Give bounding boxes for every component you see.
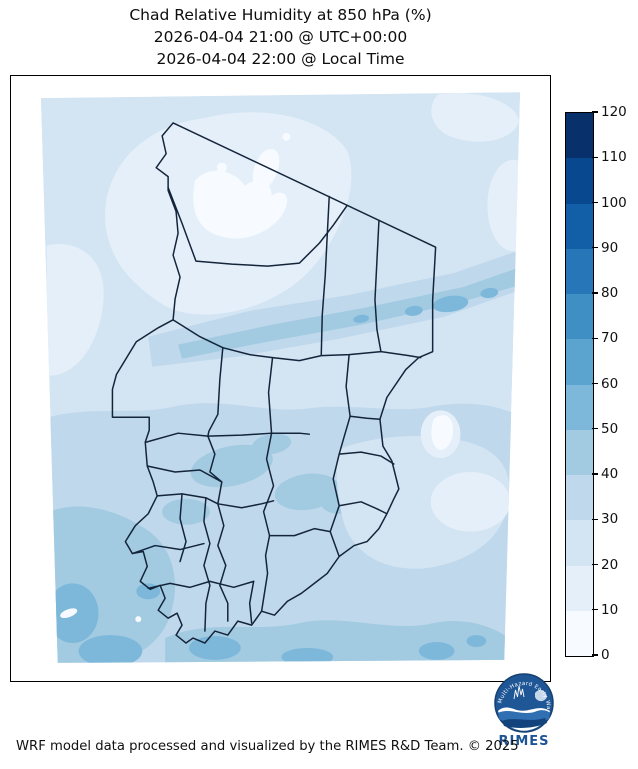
admin-boundaries bbox=[111, 122, 437, 644]
region-border bbox=[167, 186, 348, 267]
colorbar-cell bbox=[566, 293, 593, 340]
chad-outer-border bbox=[111, 122, 437, 644]
colorbar-tick-label: 100 bbox=[601, 194, 627, 211]
colorbar-tick-label: 90 bbox=[601, 239, 619, 256]
region-border bbox=[268, 527, 331, 537]
colorbar-cell bbox=[566, 429, 593, 475]
region-border bbox=[179, 493, 187, 563]
colorbar-cell bbox=[566, 248, 593, 294]
rimes-logo-wordmark: RIMES bbox=[498, 734, 549, 749]
rimes-logo: Multi-Hazard Early Warning RIMES bbox=[493, 672, 554, 749]
region-border bbox=[349, 415, 381, 421]
rimes-logo-wave-dark bbox=[502, 718, 547, 728]
contour-20-30-southeast bbox=[336, 435, 510, 569]
contour-40-50-band bbox=[178, 267, 521, 359]
region-border bbox=[203, 497, 211, 632]
region-border bbox=[156, 493, 219, 505]
contour-40-50-central bbox=[251, 433, 292, 455]
region-border bbox=[217, 503, 229, 622]
contour-0-10-tibesti-arm bbox=[252, 148, 280, 190]
region-border bbox=[207, 346, 224, 437]
colorbar-tick-label: 70 bbox=[601, 330, 619, 347]
map-axes-frame: Multi-Hazard Early Warning RIMES bbox=[10, 75, 554, 749]
region-border bbox=[145, 432, 311, 443]
region-border bbox=[172, 319, 422, 362]
colorbar-tick bbox=[592, 473, 598, 475]
colorbar-tick bbox=[592, 563, 598, 566]
colorbar-cell bbox=[566, 565, 593, 611]
region-border bbox=[338, 501, 388, 515]
contour-0-10-dot bbox=[135, 616, 142, 623]
colorbar-tick bbox=[592, 518, 598, 520]
rimes-logo-seismogram bbox=[513, 685, 525, 700]
title-block: Chad Relative Humidity at 850 hPa (%) 20… bbox=[10, 4, 551, 70]
region-border bbox=[147, 580, 211, 590]
contour-50-60-south bbox=[418, 642, 455, 660]
region-border bbox=[146, 465, 223, 483]
region-border bbox=[320, 195, 330, 356]
colorbar-tick-label: 60 bbox=[601, 375, 619, 392]
colorbar-tick-label: 80 bbox=[601, 285, 619, 301]
colorbar-tick bbox=[592, 292, 598, 294]
colorbar-tick bbox=[592, 247, 598, 249]
colorbar-tick-label: 20 bbox=[601, 556, 619, 573]
colorbar-tick-label: 50 bbox=[601, 420, 619, 437]
colorbar bbox=[565, 112, 594, 657]
contour-10-20-west bbox=[46, 243, 104, 376]
region-border bbox=[131, 542, 205, 555]
colorbar-cell bbox=[566, 112, 593, 159]
colorbar-tick bbox=[592, 337, 598, 339]
region-border bbox=[267, 356, 274, 434]
contour-0-10-dot bbox=[216, 162, 227, 173]
contour-50-60-spot bbox=[404, 305, 423, 316]
region-border bbox=[248, 580, 255, 624]
lake-spot bbox=[431, 415, 454, 451]
region-border bbox=[207, 435, 223, 505]
region-border bbox=[260, 432, 275, 612]
title-line-2: 2026-04-04 21:00 @ UTC+00:00 bbox=[153, 28, 408, 46]
contour-50-60-south bbox=[281, 647, 334, 663]
contour-50-60-spot bbox=[480, 287, 499, 299]
footer-credit: WRF model data processed and visualized … bbox=[16, 739, 519, 754]
region-border bbox=[209, 580, 255, 589]
colorbar-tick bbox=[592, 111, 598, 113]
region-border bbox=[338, 451, 395, 465]
colorbar-tick-label: 110 bbox=[601, 149, 627, 166]
contour-50-60-spot bbox=[432, 295, 469, 313]
title-line-3: 2026-04-04 22:00 @ Local Time bbox=[156, 50, 405, 68]
region-border bbox=[374, 219, 382, 353]
colorbar-cell bbox=[566, 338, 593, 385]
colorbar-cell bbox=[566, 474, 593, 521]
contour-40-50-central bbox=[162, 498, 210, 525]
colorbar-cell bbox=[566, 384, 593, 430]
colorbar-tick bbox=[592, 654, 598, 656]
contour-10-20-ne bbox=[431, 92, 520, 142]
contour-10-20-southeast bbox=[430, 471, 511, 532]
colorbar-cell bbox=[566, 157, 593, 204]
contour-0-10-dot bbox=[282, 132, 291, 141]
contour-0-10-dot bbox=[60, 608, 78, 619]
colorbar-cell bbox=[566, 203, 593, 249]
colorbar-tick-label: 40 bbox=[601, 466, 619, 482]
colorbar-tick bbox=[592, 428, 598, 430]
colorbar-tick bbox=[592, 156, 598, 158]
colorbar-tick bbox=[592, 201, 598, 204]
colorbar-cell bbox=[566, 610, 593, 656]
colorbar-tick-label: 120 bbox=[601, 104, 627, 120]
title-line-1: Chad Relative Humidity at 850 hPa (%) bbox=[129, 6, 432, 24]
contour-10-20-east-edge bbox=[487, 159, 521, 252]
contour-50-60-sw bbox=[78, 635, 143, 663]
colorbar-tick bbox=[592, 609, 598, 611]
colorbar-tick-label: 0 bbox=[601, 647, 610, 663]
rimes-logo-landmass bbox=[535, 690, 547, 702]
colorbar-tick-label: 30 bbox=[601, 511, 619, 528]
colorbar-tick-label: 10 bbox=[601, 601, 619, 618]
contour-50-60-south bbox=[466, 635, 487, 647]
chad-humidity-map bbox=[40, 92, 521, 663]
contour-50-60-spot bbox=[353, 314, 369, 323]
colorbar-cell bbox=[566, 519, 593, 566]
colorbar-tick bbox=[592, 382, 598, 385]
region-border bbox=[217, 500, 275, 509]
